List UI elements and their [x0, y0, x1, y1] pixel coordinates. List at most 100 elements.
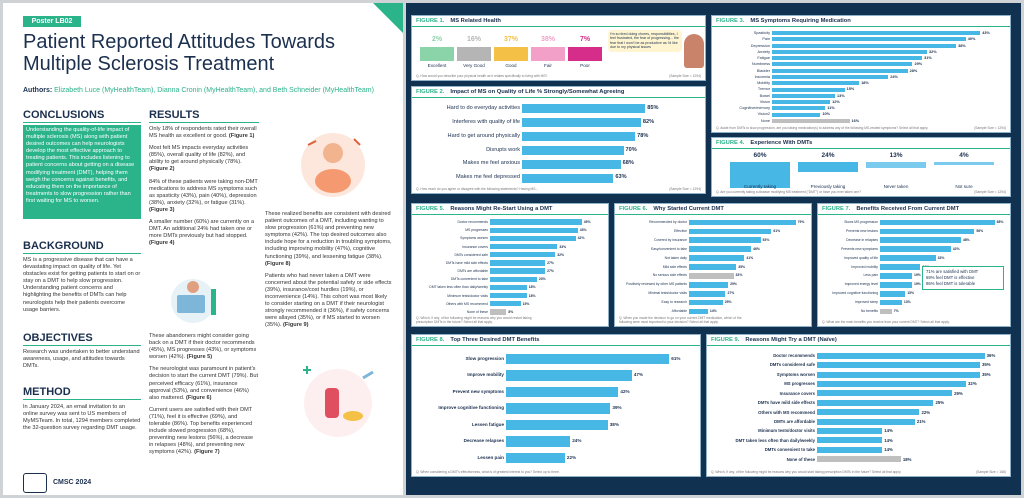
- figure-question: Q. Aside from DMTs to slow progression, …: [716, 126, 929, 130]
- figure-question: Q. Which, if any, of the following might…: [416, 316, 532, 324]
- bar: [490, 260, 546, 266]
- figure-ref: (Figure 3): [149, 206, 175, 213]
- bar-value: 19%: [914, 273, 921, 278]
- bar-value: 85%: [647, 105, 659, 111]
- bar: [817, 371, 981, 378]
- figure-number: FIGURE 7.: [822, 206, 851, 212]
- bar-label: DMTs are affordable: [774, 418, 815, 424]
- results-paragraph-text: These realized benefits are consistent w…: [265, 211, 392, 260]
- bar-value: 16%: [851, 118, 860, 123]
- background-heading: BACKGROUND: [23, 240, 141, 254]
- figure-ref: (Figure 2): [149, 166, 175, 173]
- bar: [689, 246, 752, 253]
- bar-label: Numbness: [751, 62, 770, 67]
- bar-label: Others with MS recommend: [445, 301, 488, 306]
- figure-question: Q. When considering a DMT's effectivenes…: [416, 470, 560, 474]
- bar: [689, 264, 737, 270]
- figure-title: Benefits Received From Current DMT: [856, 206, 960, 212]
- bar-label: Insurance covers: [779, 390, 815, 396]
- bar-value: 24%: [821, 152, 835, 159]
- bar-label: Improved quality of life: [844, 255, 878, 260]
- category-label: Not sure: [955, 184, 973, 189]
- bar: [880, 264, 921, 270]
- results-paragraph: Most felt MS impacts everyday activities…: [149, 145, 259, 173]
- bar-label: Not taken daily: [664, 255, 687, 260]
- bar-label: Makes me feel anxious: [462, 160, 520, 167]
- bar: [772, 37, 966, 42]
- bar: [506, 436, 571, 447]
- figure-f2: FIGURE 2. Impact of MS on Quality of Life…: [411, 86, 706, 194]
- bar: [866, 162, 926, 168]
- figure-sample-size: (Sample Size = 1294): [974, 126, 1006, 130]
- bar-label: Disrupts work: [486, 146, 520, 153]
- figure-question: Q. When you made the decision to go on y…: [619, 316, 742, 324]
- bar-label: Lessen fatigue: [471, 421, 504, 427]
- bar-label: Hard to get around physically: [447, 132, 520, 139]
- bar-label: Minimum tests/doctor visits: [758, 428, 815, 434]
- poster-tag: Poster LB02: [23, 16, 81, 27]
- bar-value: 42%: [620, 388, 630, 394]
- figure-header: FIGURE 9. Reasons Might Try a DMT (Naïve): [707, 335, 1010, 346]
- bar: [490, 227, 578, 233]
- bar: [506, 452, 565, 464]
- figure-number: FIGURE 2.: [416, 89, 445, 95]
- bar-value: 43%: [579, 228, 587, 233]
- bar-label: Slows MS progression: [844, 220, 878, 224]
- bar: [506, 353, 670, 365]
- person-avatar: [684, 34, 704, 68]
- health-swatch: [420, 47, 454, 61]
- bar-label: DMT taken less often than daily/weekly: [429, 285, 488, 290]
- bar: [880, 219, 995, 226]
- bar-label: Anxiety: [757, 49, 770, 54]
- bar: [817, 399, 934, 406]
- figure-sample-size: (Sample Size = 168): [976, 470, 1006, 474]
- bar: [772, 49, 928, 54]
- results-paragraph: Only 18% of respondents rated their over…: [149, 126, 259, 140]
- bar: [689, 255, 745, 261]
- bar: [730, 162, 790, 188]
- bar-value: 13%: [903, 300, 911, 305]
- bar-value: 18%: [528, 293, 536, 298]
- figure-title: Reasons Might Re-Start Using a DMT: [450, 206, 553, 212]
- bar-value: 13%: [889, 152, 903, 159]
- bar-value: 28%: [909, 68, 918, 73]
- results-paragraph: Current users are satisfied with their D…: [149, 407, 259, 457]
- bar: [490, 276, 537, 282]
- bar-label: Symptoms worsen: [460, 236, 488, 241]
- bar-value: 14%: [709, 309, 717, 314]
- bar: [522, 118, 641, 128]
- bar-value: 61%: [773, 228, 781, 233]
- figure-f5: FIGURE 5. Reasons Might Re-Start Using a …: [411, 203, 609, 327]
- background-text: MS is a progressive disease that can hav…: [23, 257, 141, 313]
- bar: [490, 309, 507, 315]
- figure-header: FIGURE 1. MS Related Health: [412, 16, 705, 27]
- health-swatch: [568, 47, 602, 61]
- bar: [689, 219, 796, 226]
- authors-list: Elizabeth Luce (MyHealthTeam), Dianna Cr…: [54, 87, 374, 94]
- figure-title: Experience With DMTs: [750, 140, 813, 146]
- results-paragraph-text: Patients who had never taken a DMT were …: [265, 272, 392, 329]
- bar-value: 33%: [559, 244, 567, 249]
- bar-value: 32%: [968, 381, 977, 387]
- bar-label: Interferes with quality of life: [452, 118, 520, 125]
- bar-label: DMTs convenient to take: [450, 277, 488, 282]
- bar-label: Positively reviewed by other MS patients: [626, 282, 687, 287]
- bar-value: 15%: [846, 87, 855, 92]
- results-paragraph: 84% of these patients were taking non-DM…: [149, 179, 259, 214]
- bar: [490, 219, 582, 225]
- bar: [772, 31, 981, 36]
- figure-ref: (Figure 8): [265, 260, 291, 267]
- value-label: 2%: [431, 36, 443, 43]
- figure-title: Impact of MS on Quality of Life % Strong…: [450, 89, 625, 95]
- results-paragraph: Patients who had never taken a DMT were …: [265, 273, 393, 330]
- figure-sample-size: (Sample Size = 1294): [669, 187, 701, 191]
- bar: [772, 106, 826, 111]
- bar: [880, 290, 906, 297]
- bar-value: 32%: [929, 49, 937, 54]
- results-paragraph-text: Current users are satisfied with their D…: [149, 406, 254, 456]
- bar-label: Less pain: [863, 273, 878, 278]
- bar-label: DMTs have mild side effects: [445, 260, 488, 265]
- poster-right-panel: FIGURE 1. MS Related Health Q. How would y…: [406, 3, 1021, 495]
- bar-label: No benefits: [860, 309, 878, 314]
- bar: [689, 228, 772, 235]
